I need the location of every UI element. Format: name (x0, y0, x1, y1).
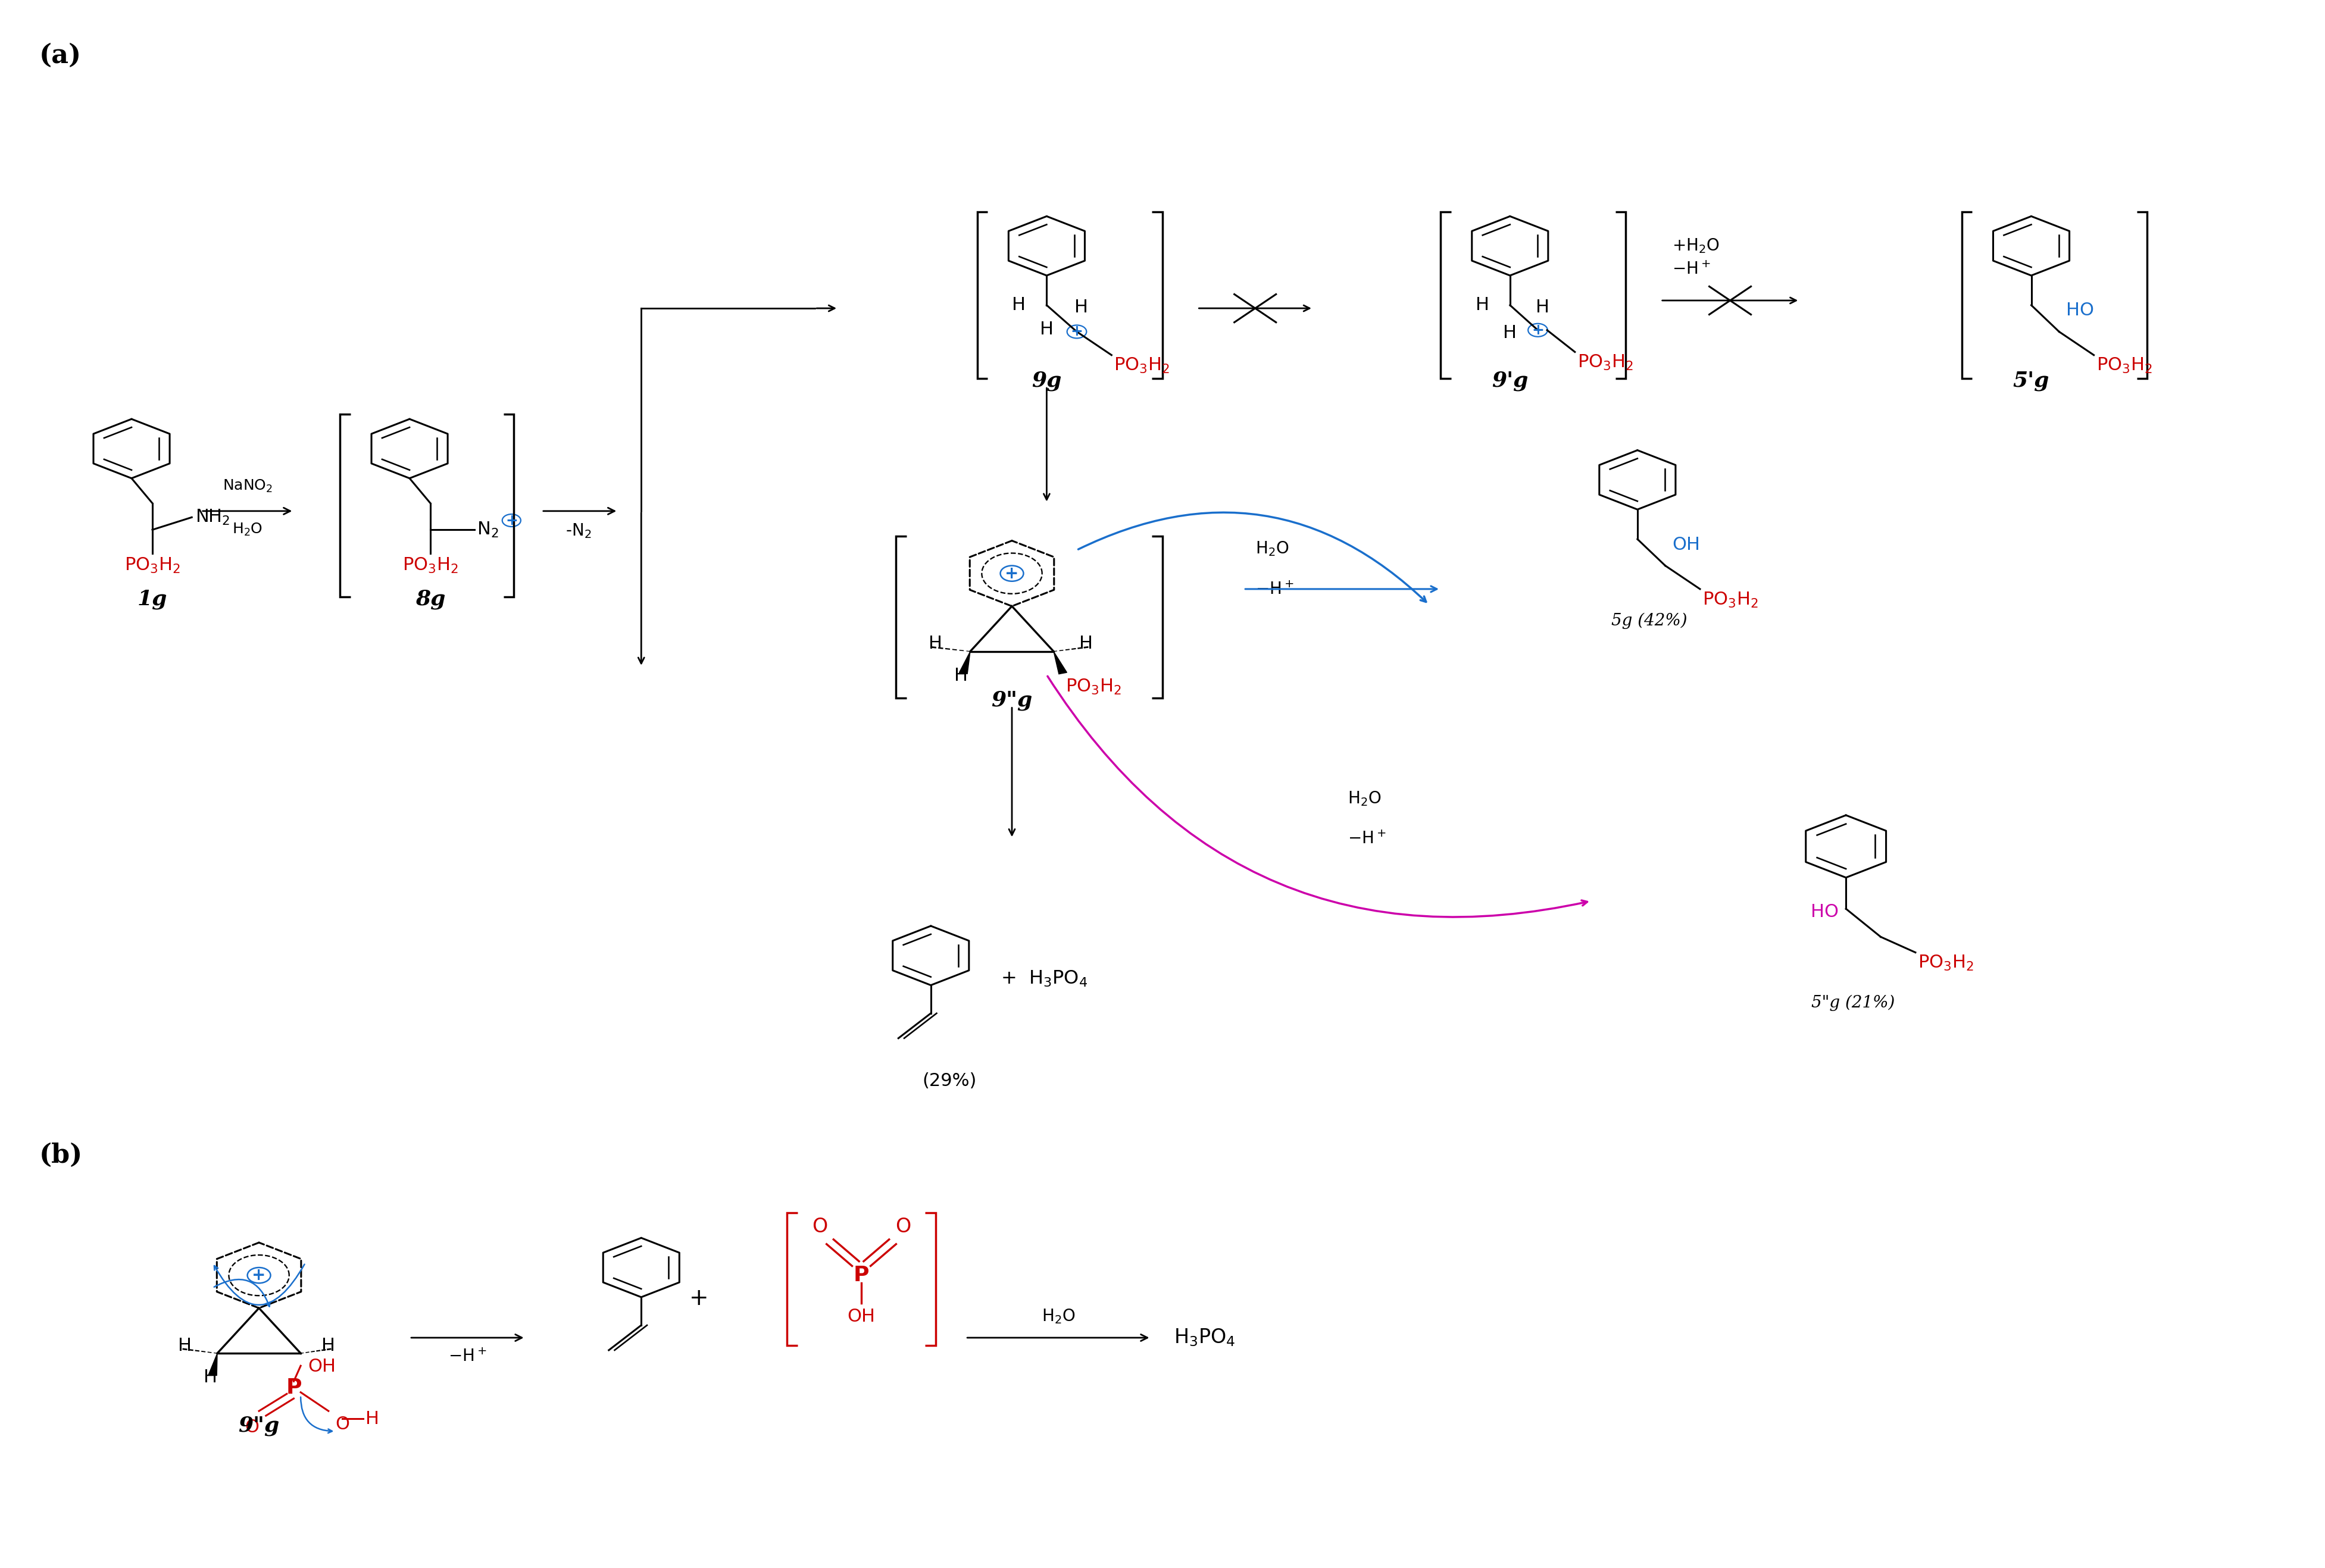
Polygon shape (209, 1353, 216, 1375)
Text: H: H (205, 1369, 216, 1386)
Text: H: H (1079, 635, 1093, 652)
Text: OH: OH (307, 1358, 335, 1375)
Text: (b): (b) (40, 1143, 81, 1168)
Text: PO$_3$H$_2$: PO$_3$H$_2$ (1918, 953, 1974, 972)
Text: PO$_3$H$_2$: PO$_3$H$_2$ (1576, 353, 1632, 372)
Text: 9g: 9g (1032, 370, 1063, 390)
Text: PO$_3$H$_2$: PO$_3$H$_2$ (402, 557, 458, 575)
Text: H: H (1074, 299, 1088, 317)
Text: +: + (1532, 323, 1544, 337)
Text: PO$_3$H$_2$: PO$_3$H$_2$ (1114, 356, 1169, 375)
Text: +H$_2$O: +H$_2$O (1672, 237, 1720, 254)
Text: H$_2$O: H$_2$O (1042, 1308, 1074, 1325)
Text: +  H$_3$PO$_4$: + H$_3$PO$_4$ (1000, 969, 1088, 988)
Text: N$_2$: N$_2$ (477, 521, 498, 539)
Text: H$_2$O: H$_2$O (1348, 790, 1381, 808)
Text: 5g (42%): 5g (42%) (1611, 613, 1688, 629)
Text: 1g: 1g (137, 590, 167, 610)
Text: H$_2$O: H$_2$O (232, 522, 263, 538)
Text: $-$H$^+$: $-$H$^+$ (1256, 582, 1293, 597)
Text: PO$_3$H$_2$: PO$_3$H$_2$ (1065, 677, 1121, 696)
Text: O: O (244, 1419, 258, 1436)
Text: +: + (251, 1267, 265, 1284)
Text: +: + (505, 513, 518, 527)
Text: NH$_2$: NH$_2$ (195, 508, 230, 527)
Polygon shape (1053, 651, 1067, 674)
Text: H$_2$O: H$_2$O (1256, 539, 1288, 558)
Text: NaNO$_2$: NaNO$_2$ (223, 478, 272, 494)
Text: 9"g: 9"g (239, 1416, 279, 1436)
Text: -N$_2$: -N$_2$ (565, 522, 591, 539)
Text: OH: OH (1672, 536, 1700, 554)
Text: H$_3$PO$_4$: H$_3$PO$_4$ (1174, 1328, 1237, 1348)
Text: O: O (811, 1217, 828, 1236)
Text: O: O (335, 1416, 349, 1433)
Text: H: H (928, 635, 942, 652)
Text: HO: HO (2067, 303, 2095, 320)
Text: H: H (1011, 296, 1025, 314)
Text: $-$H$^+$: $-$H$^+$ (1672, 260, 1711, 278)
Text: PO$_3$H$_2$: PO$_3$H$_2$ (2097, 356, 2153, 375)
Text: 5'g: 5'g (2013, 370, 2051, 390)
Text: PO$_3$H$_2$: PO$_3$H$_2$ (1702, 591, 1758, 608)
Text: 8g: 8g (416, 590, 446, 610)
Text: (29%): (29%) (923, 1073, 976, 1090)
Text: (a): (a) (40, 44, 81, 69)
Polygon shape (960, 651, 970, 674)
Text: H: H (365, 1410, 379, 1427)
Text: +: + (691, 1287, 709, 1309)
Text: H: H (321, 1338, 335, 1355)
Text: HO: HO (1811, 903, 1839, 920)
Text: O: O (895, 1217, 911, 1236)
Text: H: H (953, 666, 967, 684)
Text: P: P (286, 1378, 302, 1397)
Text: H: H (1476, 296, 1488, 314)
Text: P: P (853, 1265, 870, 1286)
Text: PO$_3$H$_2$: PO$_3$H$_2$ (126, 557, 181, 575)
Text: $-$H$^+$: $-$H$^+$ (1348, 831, 1386, 847)
Text: H: H (1504, 325, 1516, 342)
Text: H: H (1039, 321, 1053, 339)
Text: OH: OH (846, 1308, 874, 1325)
Text: 9"g: 9"g (990, 690, 1032, 710)
Text: 9'g: 9'g (1493, 370, 1528, 390)
Text: H: H (1534, 299, 1548, 317)
Text: 5"g (21%): 5"g (21%) (1811, 994, 1895, 1011)
Text: H: H (179, 1338, 191, 1355)
Text: +: + (1004, 564, 1018, 582)
Text: $-$H$^+$: $-$H$^+$ (449, 1348, 486, 1366)
Text: +: + (1070, 325, 1083, 339)
